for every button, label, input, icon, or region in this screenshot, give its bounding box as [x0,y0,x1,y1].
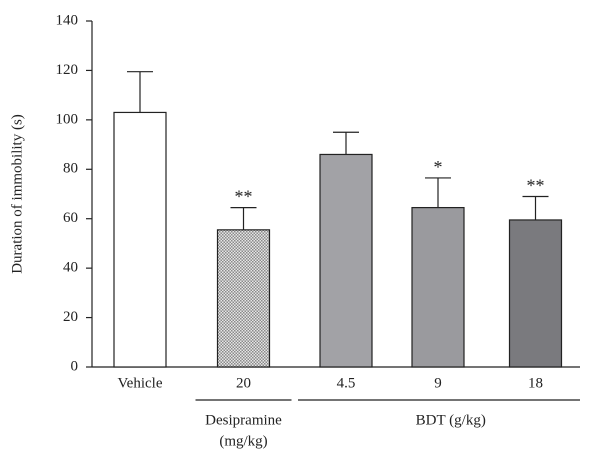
y-tick-label: 140 [56,12,79,28]
x-tick-label: 9 [434,375,442,391]
bar [319,153,373,368]
y-tick-label: 0 [71,358,79,374]
y-tick-label: 60 [63,210,78,226]
y-tick-label: 80 [63,161,78,177]
x-tick-label: 20 [236,375,251,391]
bar [411,206,465,368]
bar [508,219,563,368]
y-tick-label: 100 [56,111,79,127]
y-tick-label: 40 [63,260,78,276]
group-label: (mg/kg) [219,433,267,449]
significance-label: ** [235,187,253,207]
group-label: BDT (g/kg) [416,412,486,428]
y-axis-label: Duration of immobility (s) [9,114,25,274]
y-tick-label: 20 [63,309,78,325]
bar [113,111,167,368]
y-tick-label: 120 [56,62,79,78]
significance-label: ** [527,176,545,196]
bar [216,229,271,368]
x-tick-label: Vehicle [118,375,163,391]
x-tick-label: 18 [528,375,543,391]
group-label: Desipramine [205,412,282,428]
significance-label: * [434,157,443,177]
x-tick-label: 4.5 [337,375,356,391]
